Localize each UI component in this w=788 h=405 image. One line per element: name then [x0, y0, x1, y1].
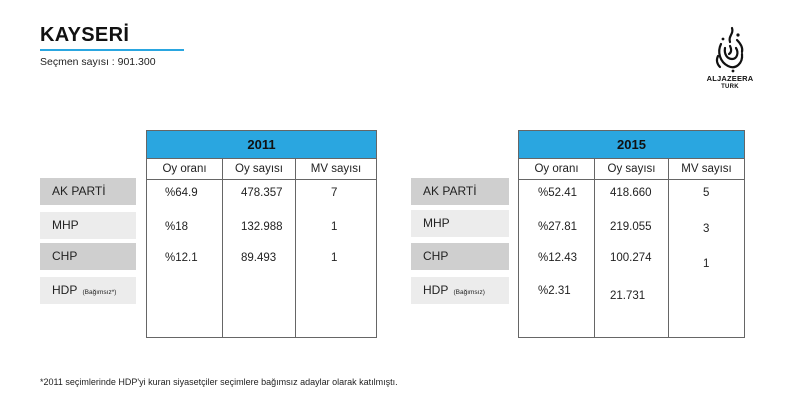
party-name: HDP	[423, 283, 449, 297]
col-header-oy-orani: Oy oranı	[162, 163, 207, 175]
year-header-2015: 2015	[519, 131, 744, 159]
column-divider	[668, 158, 669, 337]
results-table-2011: 2011 Oy oranı Oy sayısı MV sayısı %64.9 …	[146, 130, 377, 338]
party-label-mhp-2015: MHP	[411, 210, 509, 237]
header-divider	[147, 179, 376, 180]
cell-oy-orani: %18	[165, 221, 189, 233]
column-divider	[295, 158, 296, 337]
party-label-mhp-2011: MHP	[40, 212, 136, 239]
results-table-2015: 2015 Oy oranı Oy sayısı MV sayısı %52.41…	[518, 130, 745, 338]
cell-mv-sayisi: 7	[331, 187, 338, 199]
logo-subname: TURK	[721, 84, 739, 90]
title-underline	[40, 49, 184, 51]
party-name: MHP	[423, 216, 450, 230]
party-note: (Bağımsız*)	[82, 289, 117, 296]
party-name: AK PARTİ	[423, 184, 477, 198]
logo-name: ALJAZEERA	[706, 74, 754, 83]
cell-oy-sayisi: 21.731	[610, 290, 646, 302]
cell-mv-sayisi: 3	[703, 223, 710, 235]
voter-count: Seçmen sayısı : 901.300	[40, 56, 156, 68]
party-label-akparti-2011: AK PARTİ	[40, 178, 136, 205]
party-name: MHP	[52, 218, 79, 232]
cell-oy-orani: %2.31	[538, 285, 571, 297]
cell-oy-orani: %12.43	[538, 252, 578, 264]
col-header-oy-sayisi: Oy sayısı	[607, 163, 656, 175]
party-label-hdp-2011: HDP (Bağımsız*)	[40, 277, 136, 304]
party-name: HDP	[52, 283, 78, 297]
footnote: *2011 seçimlerinde HDP'yi kuran siyasetç…	[40, 377, 398, 387]
cell-mv-sayisi: 1	[331, 221, 338, 233]
cell-oy-sayisi: 418.660	[610, 187, 652, 199]
cell-mv-sayisi: 5	[703, 187, 710, 199]
cell-oy-orani: %27.81	[538, 221, 578, 233]
col-header-mv-sayisi: MV sayısı	[681, 163, 732, 175]
column-divider	[594, 158, 595, 337]
cell-oy-sayisi: 132.988	[241, 221, 283, 233]
cell-oy-sayisi: 100.274	[610, 252, 652, 264]
col-header-oy-sayisi: Oy sayısı	[235, 163, 283, 175]
col-header-oy-orani: Oy oranı	[534, 163, 579, 175]
col-header-mv-sayisi: MV sayısı	[310, 163, 362, 175]
cell-oy-orani: %64.9	[165, 187, 198, 199]
party-name: CHP	[52, 249, 78, 263]
cell-oy-sayisi: 219.055	[610, 221, 652, 233]
header-divider	[519, 179, 744, 180]
aljazeera-logo: ALJAZEERA TURK	[698, 26, 762, 98]
aljazeera-calligraphy-icon	[715, 26, 744, 73]
cell-oy-orani: %12.1	[165, 252, 198, 264]
party-label-chp-2011: CHP	[40, 243, 136, 270]
year-header-2011: 2011	[147, 131, 376, 159]
party-label-hdp-2015: HDP (Bağımsız)	[411, 277, 509, 304]
cell-mv-sayisi: 1	[703, 258, 710, 270]
cell-oy-orani: %52.41	[538, 187, 578, 199]
cell-oy-sayisi: 478.357	[241, 187, 283, 199]
column-divider	[222, 158, 223, 337]
party-label-akparti-2015: AK PARTİ	[411, 178, 509, 205]
party-note: (Bağımsız)	[453, 289, 485, 296]
party-name: CHP	[423, 249, 449, 263]
cell-oy-sayisi: 89.493	[241, 252, 277, 264]
party-label-chp-2015: CHP	[411, 243, 509, 270]
page-title: KAYSERİ	[40, 24, 130, 46]
cell-mv-sayisi: 1	[331, 252, 338, 264]
party-name: AK PARTİ	[52, 184, 106, 198]
